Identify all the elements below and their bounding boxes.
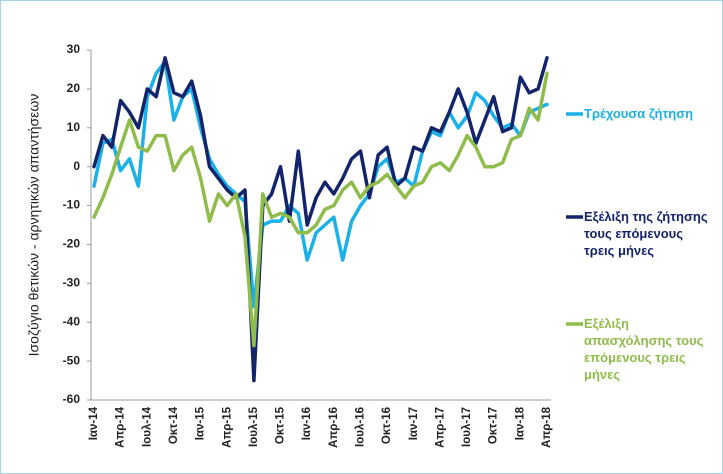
y-tick-label: -50 bbox=[63, 353, 81, 367]
x-tick-label: Οκτ-15 bbox=[275, 406, 287, 444]
x-tick-label: Ιαν-16 bbox=[301, 407, 313, 440]
series-line bbox=[92, 71, 549, 348]
x-tick-label: Ιουλ-17 bbox=[461, 407, 473, 447]
x-tick-label: Ιουλ-14 bbox=[141, 406, 153, 447]
y-tick-label: -10 bbox=[63, 198, 81, 212]
x-tick-label: Απρ-16 bbox=[328, 407, 340, 448]
y-tick-label: 10 bbox=[67, 120, 81, 134]
x-tick-label: Απρ-18 bbox=[541, 406, 553, 447]
x-tick-label: Ιαν-15 bbox=[195, 406, 207, 440]
y-axis-label: Ισοζύγιο θετικών - αρνητικών απαντήσεων bbox=[26, 94, 42, 357]
x-tick-label: Απρ-15 bbox=[221, 406, 233, 447]
y-tick-label: 20 bbox=[67, 81, 81, 95]
series-line bbox=[92, 56, 549, 383]
x-tick-label: Οκτ-16 bbox=[381, 407, 393, 444]
y-tick-label: 0 bbox=[73, 159, 80, 173]
y-tick-label: -20 bbox=[63, 237, 81, 251]
x-tick-label: Ιαν-17 bbox=[408, 407, 420, 440]
x-tick-label: Απρ-17 bbox=[434, 407, 446, 448]
y-tick-label: -30 bbox=[63, 276, 81, 290]
series-line bbox=[92, 59, 549, 309]
y-tick-label: 30 bbox=[67, 42, 81, 56]
x-tick-label: Οκτ-17 bbox=[488, 407, 500, 444]
x-tick-label: Ιαν-14 bbox=[88, 406, 100, 440]
x-tick-label: Οκτ-14 bbox=[168, 406, 180, 444]
legend-label: Τρέχουσα ζήτηση bbox=[584, 106, 694, 121]
y-tick-label: -40 bbox=[63, 314, 81, 328]
legend-label: Εξέλιξη της ζήτησης τους επόμενους τρεις… bbox=[584, 209, 708, 258]
x-tick-label: Απρ-14 bbox=[115, 406, 127, 447]
x-tick-label: Ιαν-18 bbox=[514, 406, 526, 440]
legend-label: Εξέλιξη απασχόλησης τους επόμενους τρεις… bbox=[584, 316, 704, 382]
y-tick-label: -60 bbox=[63, 392, 81, 406]
x-tick-label: Ιουλ-15 bbox=[248, 406, 260, 447]
x-tick-label: Ιουλ-16 bbox=[355, 407, 367, 447]
